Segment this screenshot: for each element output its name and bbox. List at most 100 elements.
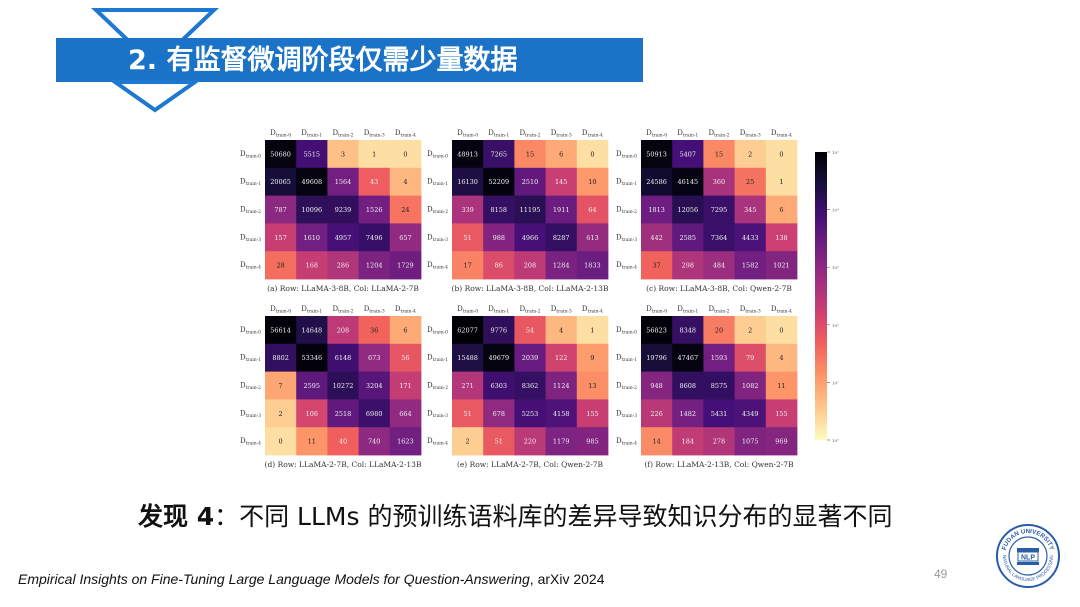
heatmap-cell [703, 399, 735, 428]
heatmap-cell-value: 664 [399, 410, 411, 418]
heatmap-cell-value: 5515 [304, 150, 321, 158]
heatmap-cell-value: 37 [652, 262, 660, 270]
heatmap-cell-value: 0 [779, 326, 783, 334]
heatmap-cell-value: 13 [588, 382, 596, 390]
heatmap-cell-value: 7295 [711, 206, 728, 214]
heatmap-col-label: Dtrain-3 [740, 129, 761, 139]
citation: Empirical Insights on Fine-Tuning Large … [18, 571, 605, 587]
heatmap-cell-value: 442 [650, 234, 662, 242]
heatmap-col-label: Dtrain-2 [520, 129, 541, 139]
heatmap-cell [576, 251, 609, 280]
heatmap-cell [389, 223, 422, 252]
heatmap-cell [641, 223, 673, 252]
heatmap-cell-value: 20065 [270, 178, 291, 186]
heatmap-cell [576, 195, 609, 224]
heatmap-cell [514, 167, 546, 196]
heatmap-cell [483, 140, 515, 169]
heatmap-row-label: Dtrain-0 [240, 326, 261, 336]
heatmap-cell-value: 9 [590, 354, 594, 362]
heatmap-cell-value: 1124 [553, 382, 570, 390]
heatmap-cell-value: 184 [682, 438, 694, 446]
heatmap-cell-value: 15 [715, 150, 723, 158]
heatmap-col-label: Dtrain-0 [270, 305, 291, 315]
heatmap-cell [576, 223, 609, 252]
heatmap-cell [734, 195, 767, 224]
heatmap-cell-value: 64 [588, 206, 596, 214]
heatmap-col-label: Dtrain-0 [457, 129, 478, 139]
heatmap-cell-value: 10272 [333, 382, 354, 390]
heatmap-cell-value: 1482 [680, 410, 697, 418]
heatmap-cell [734, 251, 767, 280]
heatmap-cell-value: 9776 [491, 326, 508, 334]
heatmap-cell-value: 1 [590, 326, 594, 334]
heatmap-cell-value: 2 [466, 438, 470, 446]
heatmap-cell-value: 0 [779, 150, 783, 158]
slide-title: 2. 有监督微调阶段仅需少量数据 [128, 45, 518, 76]
heatmap-col-label: Dtrain-0 [646, 305, 667, 315]
heatmap-cell [576, 167, 609, 196]
heatmap-row-label: Dtrain-0 [427, 326, 448, 336]
logo-center-text: NLP [1021, 555, 1035, 562]
heatmap-cell [327, 195, 359, 224]
heatmap-cell-value: 4966 [522, 234, 539, 242]
heatmap-cell-value: 6980 [366, 410, 383, 418]
heatmap-cell-value: 673 [368, 354, 380, 362]
heatmap-cell-value: 6 [779, 206, 783, 214]
heatmap-cell-value: 298 [682, 262, 694, 270]
heatmap-cell [389, 427, 422, 456]
heatmap-cell [265, 343, 297, 372]
heatmap-cell-value: 271 [461, 382, 473, 390]
heatmap-cell [703, 167, 735, 196]
heatmap-cell [672, 195, 704, 224]
heatmap-col-label: Dtrain-3 [551, 305, 572, 315]
heatmap-cell [483, 343, 515, 372]
heatmap-cell [296, 223, 328, 252]
page-number: 49 [934, 567, 948, 581]
heatmap-cell-value: 5407 [680, 150, 697, 158]
heatmap-cell [545, 343, 578, 372]
heatmap-cell-value: 1021 [773, 262, 790, 270]
heatmap-cell [483, 167, 515, 196]
heatmap-cell [265, 223, 297, 252]
heatmap-cell [576, 371, 609, 400]
heatmap-cell-value: 2039 [522, 354, 539, 362]
heatmap-cell [389, 371, 422, 400]
heatmap-cell-value: 138 [775, 234, 787, 242]
heatmap-cell [389, 316, 422, 345]
heatmap-cell-value: 28 [276, 262, 284, 270]
heatmap-cell [483, 427, 515, 456]
heatmap-row-label: Dtrain-2 [616, 206, 637, 216]
heatmap-cell [765, 399, 798, 428]
heatmap-cell [576, 140, 609, 169]
heatmap-cell-value: 0 [279, 438, 283, 446]
heatmap-cell [703, 427, 735, 456]
heatmap-cell-value: 10 [588, 178, 596, 186]
heatmap-cell-value: 6 [559, 150, 563, 158]
heatmap-cell [296, 371, 328, 400]
heatmap-cell-value: 1623 [397, 438, 414, 446]
heatmap-cell-value: 122 [555, 354, 567, 362]
colorbar-tick-label: 10² [832, 323, 839, 328]
heatmap-cell [703, 223, 735, 252]
heatmap-col-label: Dtrain-4 [395, 305, 416, 315]
heatmap-cell [265, 251, 297, 280]
heatmap-cell [734, 223, 767, 252]
heatmap-cell-value: 2595 [304, 382, 321, 390]
heatmap-cell [483, 371, 515, 400]
heatmap-row-label: Dtrain-3 [616, 409, 637, 419]
heatmap-cell [765, 316, 798, 345]
heatmap-cell-value: 948 [650, 382, 662, 390]
heatmap-cell-value: 24 [401, 206, 409, 214]
heatmap-cell [765, 371, 798, 400]
heatmap-cell [545, 371, 578, 400]
heatmap-cell-value: 54 [526, 326, 534, 334]
heatmap-cell-value: 51 [463, 234, 471, 242]
heatmap-cell-value: 157 [274, 234, 286, 242]
heatmap-cell [296, 343, 328, 372]
heatmap-cell-value: 484 [713, 262, 725, 270]
heatmap-cell [734, 399, 767, 428]
heatmap-cell-value: 1284 [553, 262, 570, 270]
heatmap-cell-value: 8802 [272, 354, 289, 362]
heatmap-cell-value: 787 [274, 206, 286, 214]
heatmap-row-label: Dtrain-0 [240, 150, 261, 160]
